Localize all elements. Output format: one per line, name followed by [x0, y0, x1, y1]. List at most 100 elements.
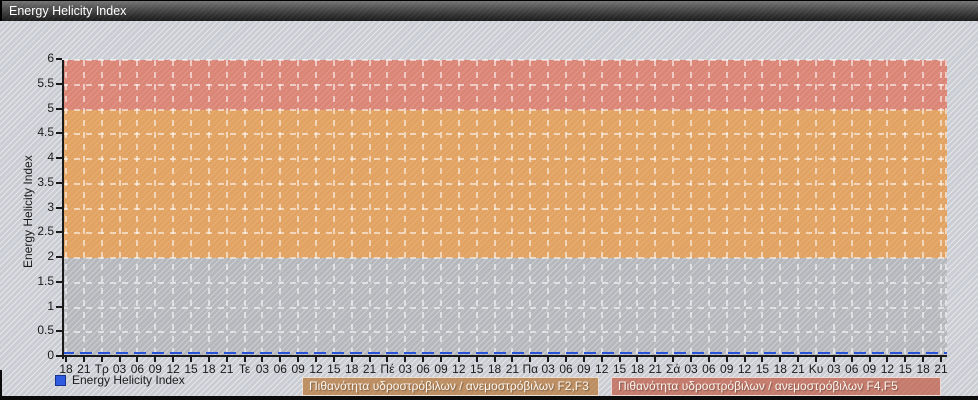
gridline-x	[761, 60, 764, 357]
y-tick	[56, 157, 62, 159]
y-tick	[56, 107, 62, 110]
x-tick-label: 09	[862, 362, 877, 376]
x-tick-label: Τρ	[94, 362, 109, 376]
x-tick	[850, 357, 853, 362]
gridline-x	[225, 60, 228, 357]
y-tick	[56, 58, 62, 60]
x-tick	[690, 357, 692, 362]
x-tick	[82, 357, 85, 362]
x-tick	[797, 357, 800, 362]
x-tick-label: Τε	[238, 362, 251, 376]
x-tick-label: 21	[220, 362, 234, 376]
x-tick	[743, 357, 746, 362]
y-tick	[56, 305, 62, 308]
x-tick-label: 18	[59, 362, 73, 376]
x-tick-label: 03	[398, 362, 412, 376]
x-tick-label: 06	[273, 362, 287, 376]
x-tick-label: 03	[684, 362, 698, 376]
gridline-x	[707, 60, 710, 357]
x-tick	[386, 357, 389, 362]
x-tick-label: 12	[880, 362, 895, 376]
x-tick	[832, 357, 835, 362]
x-tick	[654, 357, 657, 362]
x-tick	[457, 357, 460, 362]
x-tick	[190, 357, 192, 362]
x-tick-label: 06	[416, 362, 430, 376]
gridline-y	[62, 133, 947, 136]
gridline-y	[62, 182, 947, 185]
gridline-x	[65, 60, 67, 357]
x-tick-label: 21	[648, 362, 662, 376]
gridline-x	[493, 60, 496, 357]
gridline-x	[279, 60, 282, 357]
x-tick	[547, 357, 550, 362]
gridline-x	[154, 60, 157, 357]
gridline-x	[618, 60, 621, 357]
gridline-x	[190, 60, 192, 357]
x-tick	[261, 357, 264, 362]
gridline-y	[62, 158, 947, 160]
x-tick-label: 03	[541, 362, 555, 376]
x-tick-label: 06	[559, 362, 573, 376]
x-tick	[761, 357, 764, 362]
x-tick	[475, 357, 478, 362]
page-title: Energy Helicity Index	[9, 4, 127, 18]
x-tick-label: 03	[112, 362, 127, 376]
chart-legend: Energy Helicity Index	[55, 373, 185, 387]
y-tick-label: 1	[47, 298, 54, 313]
x-tick-label: 12	[595, 362, 609, 376]
bottom-frame	[0, 396, 978, 400]
x-tick-label: 06	[130, 362, 145, 376]
x-tick	[672, 357, 675, 362]
x-tick-label: 09	[720, 362, 734, 376]
y-tick-label: 3.5	[37, 174, 54, 189]
gridline-x	[600, 60, 603, 357]
y-tick	[56, 355, 62, 357]
x-tick-label: 18	[630, 362, 645, 376]
gridline-x	[779, 60, 782, 357]
gridline-y	[62, 306, 947, 309]
y-tick	[56, 181, 62, 184]
gridline-x	[404, 60, 407, 357]
gridline-y	[62, 108, 947, 111]
x-tick	[297, 357, 300, 362]
gridline-x	[297, 60, 300, 357]
gridline-x	[725, 60, 728, 357]
ehi-series-line	[62, 352, 947, 354]
gridline-x	[940, 60, 942, 357]
x-tick-label: 18	[202, 362, 216, 376]
gridline-x	[82, 60, 85, 357]
gridline-x	[172, 60, 175, 357]
x-tick	[618, 357, 621, 362]
x-tick-label: 21	[505, 362, 520, 376]
x-tick	[529, 357, 532, 362]
x-tick-label: 06	[845, 362, 859, 376]
x-tick-label: 18	[916, 362, 930, 376]
gridline-x	[457, 60, 460, 357]
x-tick-label: 15	[755, 362, 770, 376]
gridline-x	[904, 60, 907, 357]
y-tick	[56, 231, 62, 234]
x-tick-label: 18	[487, 362, 502, 376]
gridline-x	[654, 60, 657, 357]
x-tick	[118, 357, 121, 362]
x-tick	[868, 357, 871, 362]
gridline-x	[850, 60, 853, 357]
gridline-x	[350, 60, 353, 357]
x-tick-label: 06	[702, 362, 716, 376]
x-tick	[940, 357, 942, 362]
title-bar: Energy Helicity Index	[0, 0, 978, 21]
x-tick	[136, 357, 139, 362]
x-tick	[207, 357, 210, 362]
x-tick	[65, 357, 67, 362]
gridline-x	[565, 60, 567, 357]
y-tick	[56, 256, 62, 258]
y-tick-label: 1.5	[37, 273, 54, 288]
x-tick	[886, 357, 889, 362]
gridline-y	[62, 59, 947, 61]
x-tick	[422, 357, 425, 362]
x-tick-label: 21	[934, 362, 948, 376]
x-tick-label: 03	[255, 362, 270, 376]
x-tick	[315, 357, 317, 362]
x-tick	[779, 357, 782, 362]
